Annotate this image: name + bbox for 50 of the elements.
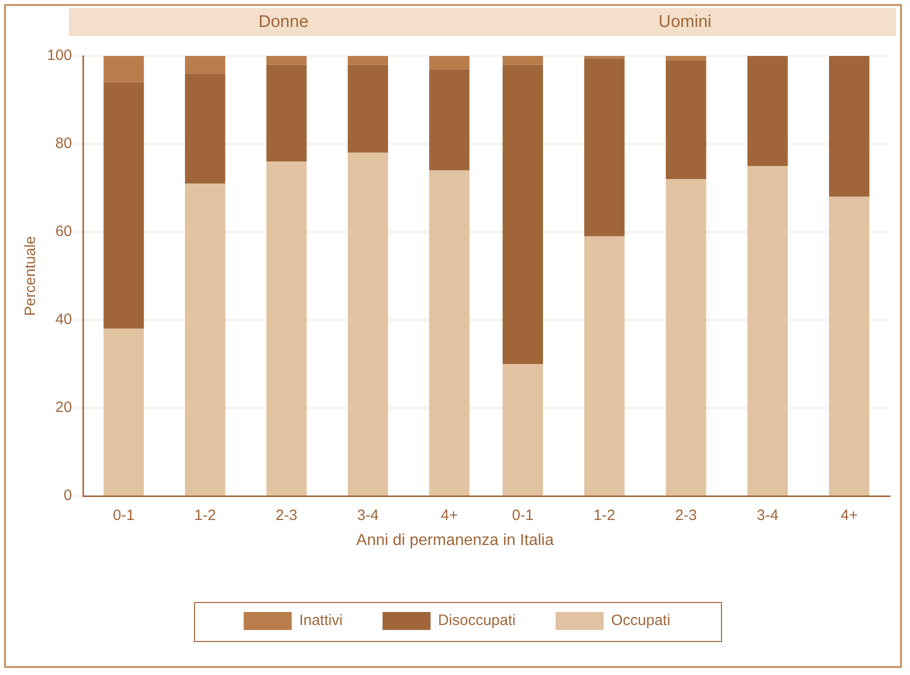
- bar: [666, 60, 706, 180]
- legend-label: Disoccupati: [438, 612, 516, 630]
- bar: [666, 56, 706, 60]
- y-tick-label: 60: [55, 223, 72, 240]
- x-tick-label: 2-3: [675, 507, 697, 524]
- bar: [266, 162, 307, 496]
- bar: [266, 56, 307, 65]
- bar: [584, 236, 625, 496]
- x-tick-label: 1-2: [594, 507, 616, 524]
- bar: [429, 170, 470, 496]
- bar: [104, 56, 144, 82]
- x-tick-label: 2-3: [276, 507, 298, 524]
- chart-title: Uomini: [474, 8, 896, 36]
- chart-title: Donne: [69, 8, 498, 36]
- bar: [502, 364, 543, 496]
- y-tick-label: 80: [55, 135, 72, 152]
- bar: [429, 56, 470, 70]
- x-tick-label: 1-2: [194, 507, 216, 524]
- y-tick-label: 20: [55, 399, 72, 416]
- y-axis-title: Percentuale: [22, 236, 40, 316]
- bar: [348, 64, 388, 153]
- y-tick-label: 40: [55, 311, 72, 328]
- y-tick-label: 0: [64, 487, 72, 504]
- x-tick-label: 0-1: [512, 507, 534, 524]
- x-tick-label: 4+: [440, 507, 458, 524]
- x-tick-label: 4+: [840, 507, 858, 524]
- bar: [829, 56, 870, 197]
- bar: [502, 56, 543, 65]
- x-tick-label: 3-4: [357, 507, 379, 524]
- y-tick-label: 100: [46, 47, 72, 64]
- legend-label: Inattivi: [299, 612, 343, 630]
- legend-label: Occupati: [611, 612, 670, 630]
- bar: [584, 58, 625, 236]
- x-axis-title: Anni di permanenza in Italia: [355, 532, 555, 550]
- bar: [104, 328, 144, 496]
- bar: [747, 56, 788, 166]
- bar: [348, 56, 388, 65]
- bar: [502, 64, 543, 364]
- bar: [666, 179, 706, 496]
- bar: [104, 82, 144, 329]
- bar: [184, 56, 226, 74]
- x-tick-label: 0-1: [112, 507, 135, 524]
- bar: [829, 196, 870, 496]
- bar: [184, 74, 226, 184]
- bar: [348, 152, 388, 496]
- bar: [429, 69, 470, 170]
- bar: [747, 166, 788, 496]
- x-tick-label: 3-4: [756, 507, 778, 524]
- bar: [184, 184, 226, 496]
- bar: [266, 64, 307, 162]
